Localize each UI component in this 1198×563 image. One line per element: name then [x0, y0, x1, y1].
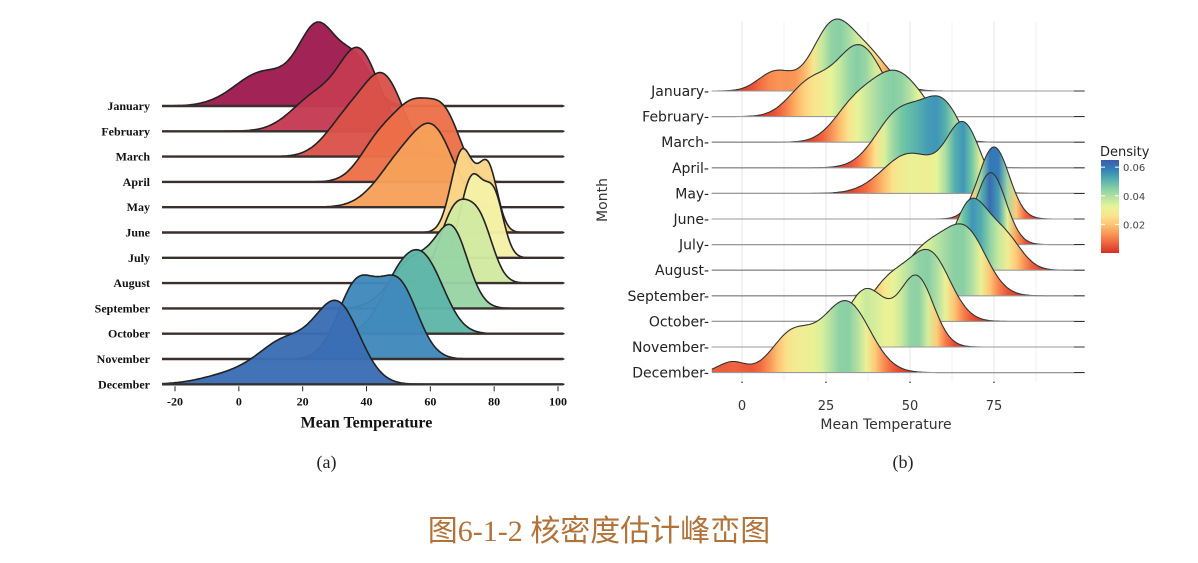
ridge-b-december	[711, 300, 1085, 373]
x-tick-b: ˙	[739, 381, 746, 396]
ridge-b-april	[711, 95, 1085, 168]
x-tick-label-a: 60	[424, 394, 436, 408]
month-label-a-january: January	[107, 99, 150, 113]
x-axis-title-b: Mean Temperature	[820, 417, 951, 433]
month-label-a-may: May	[127, 200, 150, 214]
density-legend: Density 0.06 0.04 0.02	[1100, 145, 1150, 253]
ridge-b-february	[711, 44, 1085, 117]
x-tick-label-b: 0	[738, 399, 746, 414]
month-label-b-september: September-	[627, 289, 709, 305]
month-label-a-june: June	[125, 226, 150, 240]
x-tick-label-b: 75	[986, 399, 1003, 414]
x-tick-label-a: -20	[167, 394, 183, 408]
x-tick-label-a: 80	[488, 394, 500, 408]
month-label-b-april: April-	[672, 161, 709, 177]
month-label-a-july: July	[128, 251, 150, 265]
ridge-b-january	[711, 19, 1085, 91]
month-label-a-october: October	[108, 327, 151, 341]
chart-a: January February March April May June July Augu…	[95, 21, 567, 473]
panel-label-b: (b)	[893, 452, 914, 473]
month-label-b-october: October-	[649, 314, 709, 330]
x-tick-label-a: 100	[549, 394, 567, 408]
ridge-a-september	[162, 224, 565, 309]
month-label-a-march: March	[116, 150, 151, 164]
ridge-b-march	[711, 70, 1085, 143]
ridge-b-august	[711, 198, 1085, 271]
ridge-b-november	[711, 275, 1085, 347]
month-label-a-september: September	[95, 301, 151, 315]
month-label-b-december: December-	[632, 366, 709, 382]
x-tick-label-a: 20	[297, 394, 309, 408]
x-tick-b: ˙	[991, 381, 998, 396]
panel-label-a: (a)	[317, 452, 337, 473]
legend-title: Density	[1100, 145, 1150, 160]
legend-colorbar	[1101, 160, 1119, 253]
month-label-a-august: August	[113, 276, 150, 290]
x-tick-label-a: 40	[361, 394, 373, 408]
ridge-a-december	[162, 300, 565, 385]
month-label-b-july: July-	[678, 238, 709, 254]
month-label-b-november: November-	[632, 340, 709, 356]
ridge-b-october	[711, 249, 1085, 322]
figure-caption: 图6-1-2 核密度估计峰峦图	[427, 515, 771, 548]
month-label-b-august: August-	[655, 263, 709, 279]
month-label-b-january: January-	[650, 84, 709, 100]
month-label-a-november: November	[97, 352, 151, 366]
legend-tick-label: 0.02	[1123, 220, 1145, 231]
month-label-a-december: December	[98, 377, 151, 391]
legend-tick-label: 0.04	[1123, 192, 1145, 203]
month-label-b-june: June-	[672, 212, 709, 228]
y-axis-title-b: Month	[595, 178, 611, 222]
ridge-b-september	[711, 223, 1085, 296]
x-tick-label-b: 25	[818, 399, 835, 414]
month-label-b-february: February-	[642, 110, 709, 126]
month-label-b-may: May-	[675, 186, 709, 202]
ridge-b-outline-august	[711, 197, 1085, 271]
month-label-b-march: March-	[661, 135, 709, 151]
month-label-a-april: April	[123, 175, 151, 189]
x-tick-b: ˙	[907, 381, 914, 396]
chart-b: January- February- March- April- May- June- Ju…	[595, 18, 1085, 473]
x-tick-label-b: 50	[902, 399, 919, 414]
ridge-a-march	[162, 72, 565, 157]
legend-tick-label: 0.06	[1123, 163, 1145, 174]
x-tick-label-a: 0	[236, 394, 242, 408]
x-axis-title-a: Mean Temperature	[301, 414, 433, 431]
ridge-a-november	[162, 275, 565, 359]
x-tick-b: ˙	[823, 381, 830, 396]
month-label-a-february: February	[101, 124, 150, 138]
